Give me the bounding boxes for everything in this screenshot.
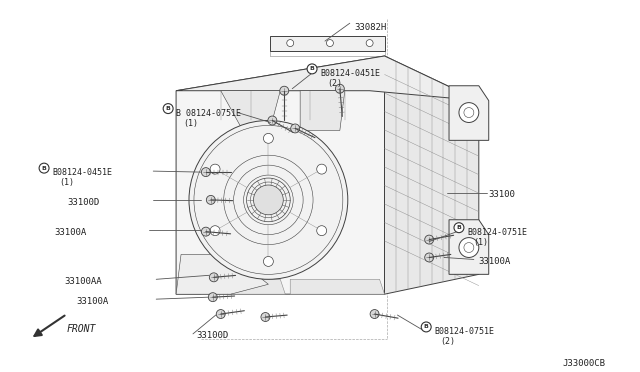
Text: FRONT: FRONT	[67, 324, 96, 334]
Circle shape	[253, 185, 284, 215]
Text: 33100A: 33100A	[54, 228, 86, 237]
Circle shape	[189, 121, 348, 279]
Circle shape	[209, 293, 217, 302]
Circle shape	[210, 164, 220, 174]
Circle shape	[425, 253, 434, 262]
Text: B: B	[166, 106, 171, 111]
Circle shape	[335, 84, 344, 93]
Polygon shape	[201, 279, 285, 294]
Circle shape	[459, 238, 479, 257]
Text: B 08124-0751E: B 08124-0751E	[176, 109, 241, 118]
Text: 33082H: 33082H	[355, 23, 387, 32]
Circle shape	[264, 256, 273, 266]
Circle shape	[454, 223, 464, 232]
Circle shape	[317, 164, 326, 174]
Circle shape	[287, 39, 294, 46]
Text: 33100: 33100	[489, 190, 516, 199]
Circle shape	[202, 168, 211, 177]
Text: B: B	[42, 166, 47, 171]
Circle shape	[261, 312, 270, 321]
Circle shape	[370, 310, 379, 318]
Text: 33100AA: 33100AA	[64, 277, 102, 286]
Text: J33000CB: J33000CB	[563, 359, 606, 368]
Text: 33100A: 33100A	[77, 297, 109, 306]
Circle shape	[39, 163, 49, 173]
Text: B: B	[424, 324, 429, 330]
Polygon shape	[449, 220, 489, 274]
Text: 33100D: 33100D	[67, 198, 99, 207]
Polygon shape	[385, 56, 479, 294]
Text: (2): (2)	[327, 79, 342, 88]
Circle shape	[326, 39, 333, 46]
Circle shape	[206, 195, 215, 204]
Circle shape	[291, 124, 300, 133]
Text: B08124-0751E: B08124-0751E	[434, 327, 494, 336]
Circle shape	[268, 116, 277, 125]
Text: (1): (1)	[183, 119, 198, 128]
Text: (2): (2)	[440, 337, 455, 346]
Text: B: B	[310, 66, 314, 71]
Circle shape	[280, 86, 289, 95]
Circle shape	[366, 39, 373, 46]
Text: (1): (1)	[59, 178, 74, 187]
Text: B: B	[456, 225, 461, 230]
Circle shape	[264, 134, 273, 143]
Circle shape	[307, 64, 317, 74]
Circle shape	[209, 273, 218, 282]
Circle shape	[202, 227, 211, 236]
Polygon shape	[176, 56, 385, 294]
Text: 33100D: 33100D	[196, 331, 228, 340]
Circle shape	[459, 103, 479, 122]
Polygon shape	[449, 86, 489, 140]
Polygon shape	[290, 279, 385, 294]
Text: B08124-0451E: B08124-0451E	[320, 69, 380, 78]
Text: B08124-0751E: B08124-0751E	[467, 228, 527, 237]
Polygon shape	[221, 91, 280, 135]
Polygon shape	[300, 91, 345, 131]
Circle shape	[216, 310, 225, 318]
Polygon shape	[270, 36, 385, 51]
Polygon shape	[176, 56, 479, 101]
Circle shape	[317, 226, 326, 235]
Circle shape	[425, 235, 434, 244]
Text: (1): (1)	[473, 238, 488, 247]
Circle shape	[421, 322, 431, 332]
Text: 33100A: 33100A	[479, 257, 511, 266]
Circle shape	[163, 104, 173, 113]
Circle shape	[210, 226, 220, 235]
Text: B08124-0451E: B08124-0451E	[52, 168, 112, 177]
Polygon shape	[176, 254, 268, 294]
